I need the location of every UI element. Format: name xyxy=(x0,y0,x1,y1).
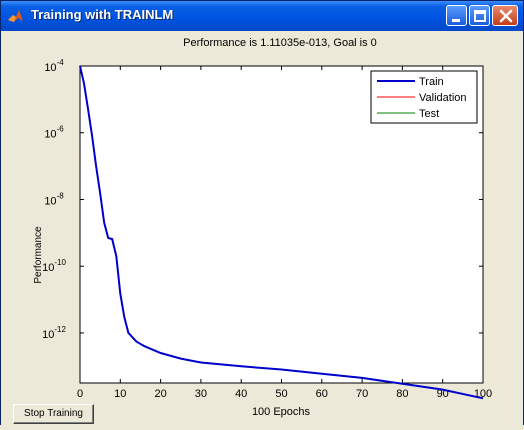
y-axis-label: Performance xyxy=(33,226,44,284)
y-tick-base: 10 xyxy=(44,129,56,141)
x-axis: 0 10 20 30 40 50 60 70 80 90 100 xyxy=(77,66,492,400)
title-bar[interactable]: Training with TRAINLM xyxy=(1,1,523,31)
x-axis-label: 100 Epochs xyxy=(252,406,311,418)
x-tick-label: 30 xyxy=(195,388,207,400)
x-tick-label: 60 xyxy=(316,388,328,400)
series-line-train xyxy=(79,65,484,400)
minimize-icon xyxy=(452,19,460,22)
series-layer xyxy=(79,65,484,400)
x-tick-label: 20 xyxy=(154,388,166,400)
matlab-icon xyxy=(8,10,23,22)
x-tick-label: 70 xyxy=(356,388,368,400)
y-tick-label: 10-8 xyxy=(44,191,64,207)
window-title: Training with TRAINLM xyxy=(31,7,174,22)
x-tick-label: 80 xyxy=(396,388,408,400)
close-icon xyxy=(499,9,513,23)
legend-label-validation: Validation xyxy=(419,92,467,104)
y-tick-exponent: -12 xyxy=(54,325,66,334)
stop-training-button[interactable]: Stop Training xyxy=(13,404,94,424)
y-tick-exponent: -8 xyxy=(57,191,65,200)
legend: Train Validation Test xyxy=(370,70,478,124)
close-button[interactable] xyxy=(492,5,518,26)
y-tick-label: 10-12 xyxy=(42,325,66,341)
y-tick-base: 10 xyxy=(42,262,54,274)
legend-label-train: Train xyxy=(419,76,444,88)
x-tick-label: 50 xyxy=(275,388,287,400)
maximize-icon xyxy=(474,10,486,22)
x-tick-label: 0 xyxy=(77,388,83,400)
y-tick-base: 10 xyxy=(44,195,56,207)
y-tick-exponent: -6 xyxy=(57,125,65,134)
maximize-button[interactable] xyxy=(469,5,490,26)
y-tick-exponent: -10 xyxy=(54,258,66,267)
x-tick-label: 10 xyxy=(114,388,126,400)
y-tick-exponent: -4 xyxy=(57,58,65,67)
y-tick-base: 10 xyxy=(44,62,56,74)
y-tick-base: 10 xyxy=(42,329,54,341)
performance-chart: Performance is 1.11035e-013, Goal is 0 0… xyxy=(33,37,492,418)
minimize-button[interactable] xyxy=(446,5,467,26)
y-tick-label: 10-6 xyxy=(44,125,64,141)
y-tick-label: 10-4 xyxy=(44,58,64,74)
x-tick-label: 40 xyxy=(235,388,247,400)
y-tick-label: 10-10 xyxy=(42,258,66,274)
legend-label-test: Test xyxy=(419,108,439,120)
figure-area: Performance is 1.11035e-013, Goal is 0 0… xyxy=(1,31,523,425)
chart-title: Performance is 1.11035e-013, Goal is 0 xyxy=(183,37,377,49)
